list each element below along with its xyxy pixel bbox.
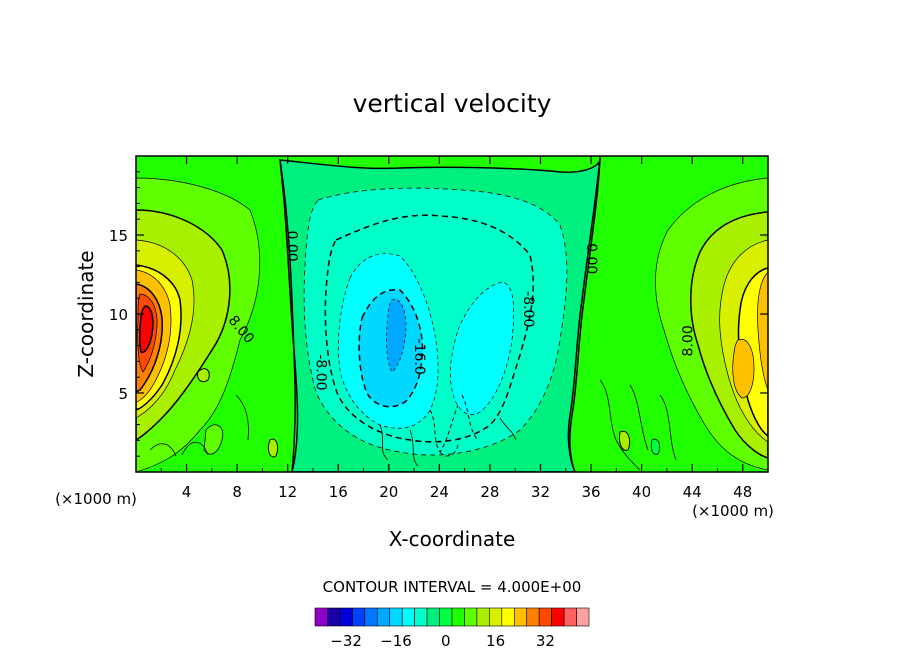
x-tick-label: 36	[581, 483, 600, 501]
contour-label: -16.0	[411, 339, 427, 375]
x-unit-label-left: (×1000 m)	[55, 490, 137, 508]
x-axis: 4 8 12 16 20 24 28 32 36 40 44 48	[160, 156, 752, 501]
y-axis-label: Z-coordinate	[74, 250, 98, 377]
colorbar-swatch	[513, 607, 528, 627]
chart-title: vertical velocity	[353, 89, 552, 118]
contour-interval-label: CONTOUR INTERVAL = 4.000E+00	[323, 578, 582, 596]
colorbar-tick-label: −16	[380, 632, 412, 650]
colorbar-swatch	[339, 607, 353, 627]
x-tick-label: 48	[733, 483, 752, 501]
colorbar-swatch	[426, 607, 440, 627]
x-tick-label: 28	[480, 483, 499, 501]
contour-label: -8.00	[520, 291, 536, 327]
colorbar-swatch	[352, 607, 366, 627]
colorbar-tick-label: 32	[536, 632, 555, 650]
x-tick-label: 16	[329, 483, 348, 501]
band-center-neg12b	[450, 281, 515, 416]
colorbar-tick-label: −32	[330, 632, 362, 650]
band-left-32	[139, 305, 154, 354]
colorbar-swatch	[439, 607, 453, 627]
small-cell	[197, 368, 210, 383]
noisy-tail	[429, 394, 479, 457]
right-positive-updraft	[619, 177, 768, 471]
colorbar-swatch	[551, 607, 565, 627]
contour-label: 0.00	[283, 230, 299, 261]
x-unit-label-right: (×1000 m)	[692, 502, 774, 520]
zero-contours	[149, 157, 677, 472]
colorbar-swatch	[389, 607, 403, 627]
colorbar: −32 −16 0 16 32	[314, 607, 590, 650]
zero-contour-right	[569, 157, 601, 472]
left-positive-updraft	[136, 177, 279, 472]
colorbar-swatch	[464, 607, 478, 627]
colorbar-swatch	[451, 607, 465, 627]
colorbar-swatch	[489, 607, 503, 627]
plot-area	[136, 156, 768, 472]
x-tick-label: 12	[278, 483, 297, 501]
colorbar-tick-label: 0	[441, 632, 451, 650]
x-axis-label: X-coordinate	[389, 527, 516, 551]
colorbar-swatch	[563, 607, 577, 627]
colorbar-swatch	[376, 607, 391, 627]
y-axis: 5 10 15	[109, 171, 768, 457]
wave-contour	[149, 394, 249, 457]
x-tick-label: 24	[430, 483, 449, 501]
band-center-neg20	[386, 298, 407, 373]
y-tick-label: 10	[109, 306, 128, 324]
noisy-tail	[379, 417, 517, 467]
contour-label: 8.00	[680, 325, 696, 356]
small-cell	[267, 438, 279, 458]
small-cell	[619, 430, 631, 451]
colorbar-swatch	[501, 607, 515, 627]
x-tick-label: 8	[232, 483, 242, 501]
contour-label: -8.00	[313, 354, 329, 390]
colorbar-swatch	[401, 607, 415, 627]
colorbar-swatch	[314, 607, 328, 627]
x-tick-label: 32	[531, 483, 550, 501]
x-tick-label: 40	[632, 483, 651, 501]
colorbar-swatch	[327, 607, 341, 627]
colorbar-swatch	[538, 607, 552, 627]
small-cell	[650, 438, 660, 455]
y-tick-label: 15	[109, 227, 128, 245]
colorbar-swatch	[576, 607, 590, 627]
colorbar-swatch	[476, 607, 490, 627]
colorbar-tick-label: 16	[486, 632, 505, 650]
zero-contour-left	[279, 159, 296, 472]
colorbar-swatch	[414, 607, 428, 627]
y-tick-label: 5	[118, 385, 128, 403]
band-right-20	[732, 338, 755, 399]
contour-label: 0.00	[583, 243, 599, 274]
x-tick-label: 44	[683, 483, 702, 501]
band-right-edge	[757, 271, 768, 391]
colorbar-swatch	[526, 607, 540, 627]
wave-contour	[599, 379, 677, 471]
x-tick-label: 4	[182, 483, 192, 501]
x-tick-label: 20	[379, 483, 398, 501]
colorbar-swatch	[364, 607, 378, 627]
central-downdraft	[279, 156, 601, 472]
